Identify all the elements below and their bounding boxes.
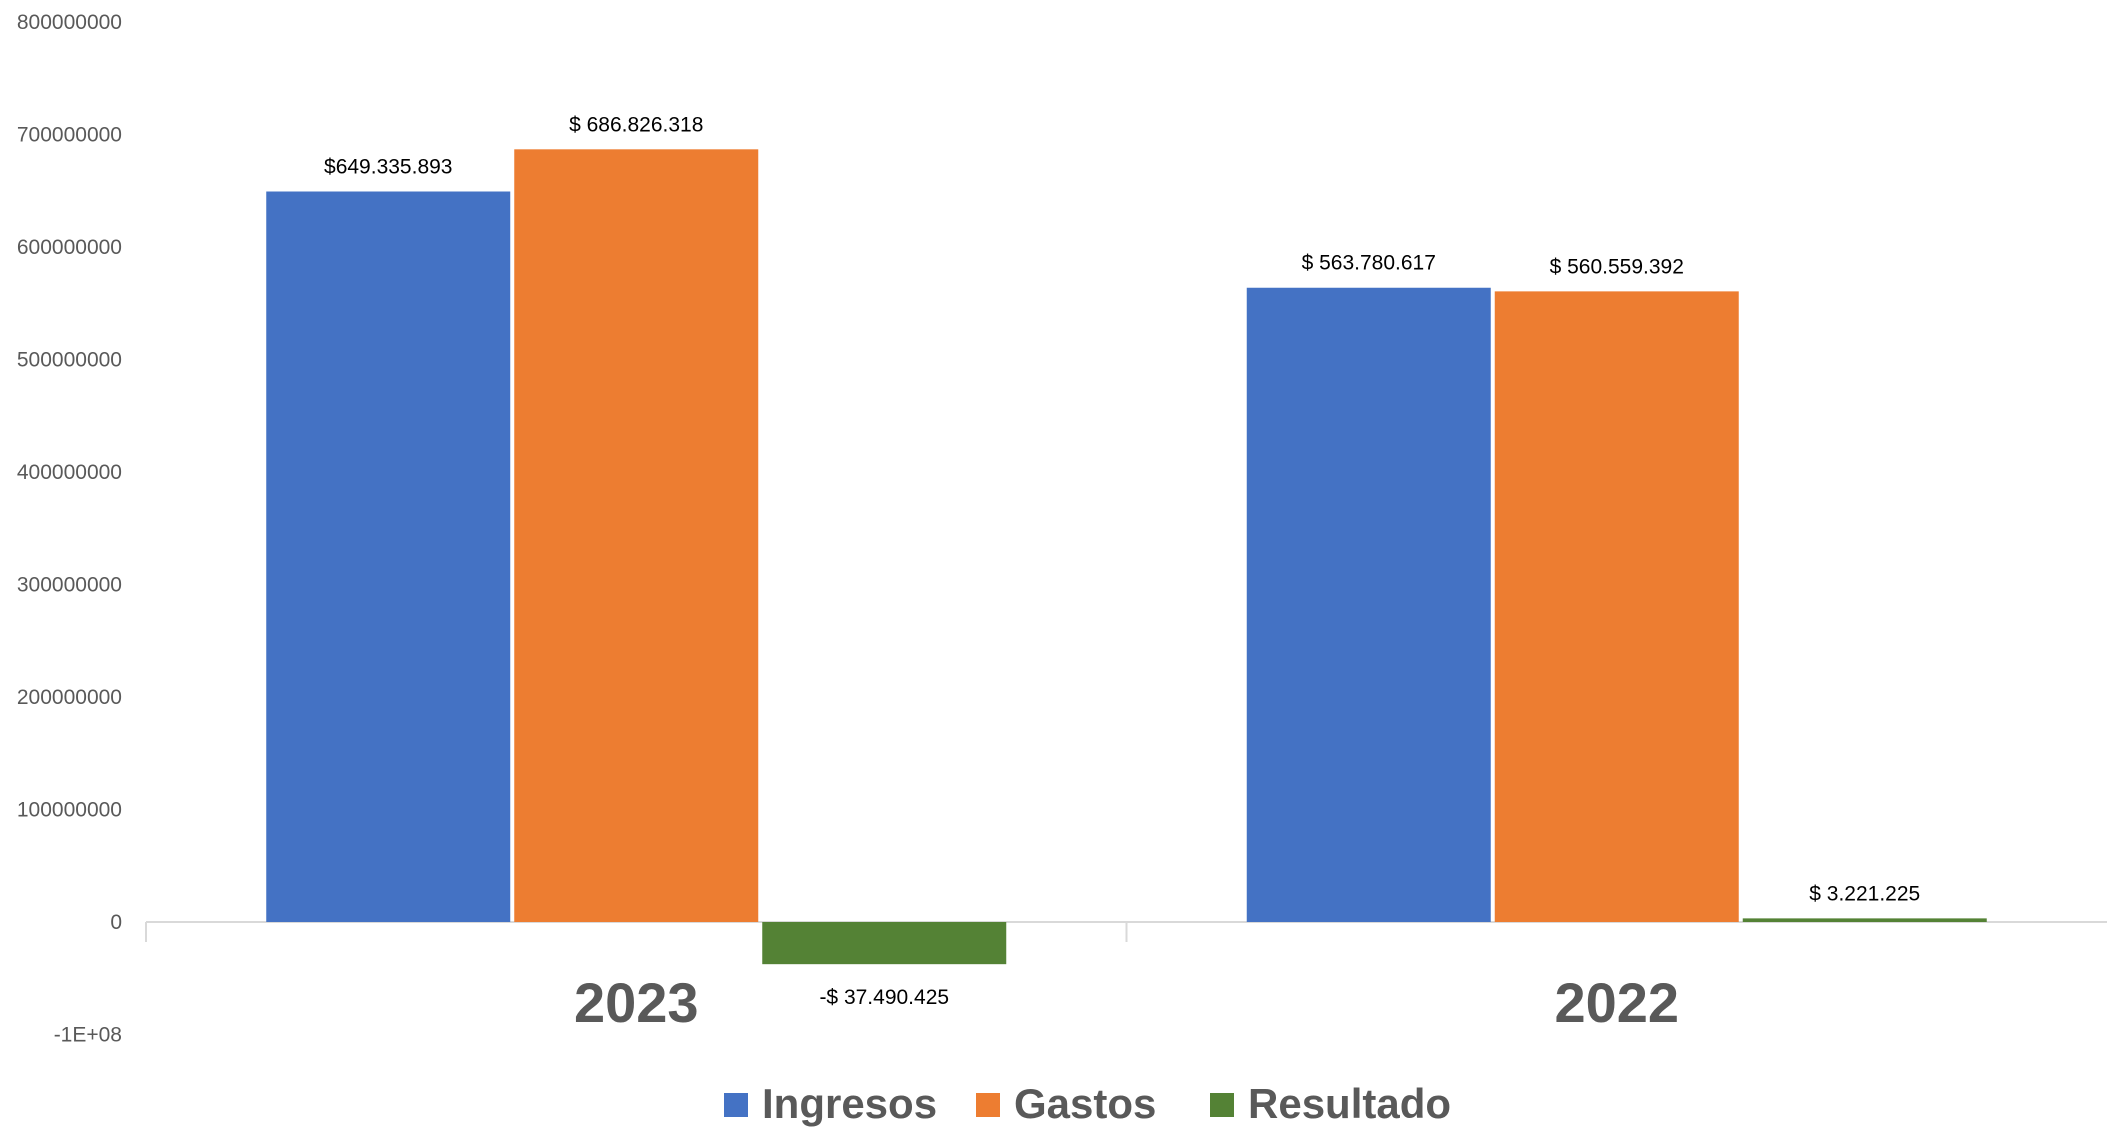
bar-gastos-2022 (1494, 291, 1739, 922)
category-label-2022: 2022 (1554, 971, 1679, 1034)
category-label-2023: 2023 (574, 971, 699, 1034)
y-tick-label: 200000000 (17, 686, 122, 709)
data-label-gastos-2023: $ 686.826.318 (569, 113, 703, 136)
y-tick-label: 0 (110, 911, 122, 934)
y-tick-label: 500000000 (17, 349, 122, 372)
legend-swatch-gastos (976, 1093, 1000, 1117)
legend-label-gastos: Gastos (1014, 1080, 1156, 1127)
bar-resultado-2022 (1742, 918, 1987, 922)
legend-swatch-ingresos (724, 1093, 748, 1117)
data-label-ingresos-2023: $649.335.893 (324, 155, 452, 178)
y-tick-label: 700000000 (17, 124, 122, 147)
bar-gastos-2023 (514, 149, 759, 923)
bar-ingresos-2023 (266, 191, 511, 922)
y-tick-label: 300000000 (17, 574, 122, 597)
legend-swatch-resultado (1210, 1093, 1234, 1117)
data-labels: $649.335.893 $ 686.826.318 -$ 37.490.425 $ … (324, 113, 1920, 1009)
legend: Ingresos Gastos Resultado (724, 1080, 1451, 1127)
data-label-resultado-2023: -$ 37.490.425 (819, 986, 949, 1009)
data-label-resultado-2022: $ 3.221.225 (1809, 882, 1920, 905)
bar-ingresos-2022 (1246, 287, 1491, 922)
y-tick-label: 100000000 (17, 799, 122, 822)
y-tick-label: 400000000 (17, 461, 122, 484)
data-label-gastos-2022: $ 560.559.392 (1550, 255, 1684, 278)
bars (266, 149, 1987, 965)
y-axis: 800000000 700000000 600000000 500000000 4000… (17, 11, 122, 1047)
x-axis (145, 921, 2107, 942)
legend-label-resultado: Resultado (1248, 1080, 1451, 1127)
y-tick-label: -1E+08 (54, 1024, 122, 1047)
y-tick-label: 800000000 (17, 11, 122, 34)
y-tick-label: 600000000 (17, 236, 122, 259)
data-label-ingresos-2022: $ 563.780.617 (1302, 252, 1436, 275)
category-labels: 2023 2022 (574, 971, 1679, 1034)
bar-resultado-2023 (762, 922, 1007, 965)
legend-label-ingresos: Ingresos (762, 1080, 937, 1127)
